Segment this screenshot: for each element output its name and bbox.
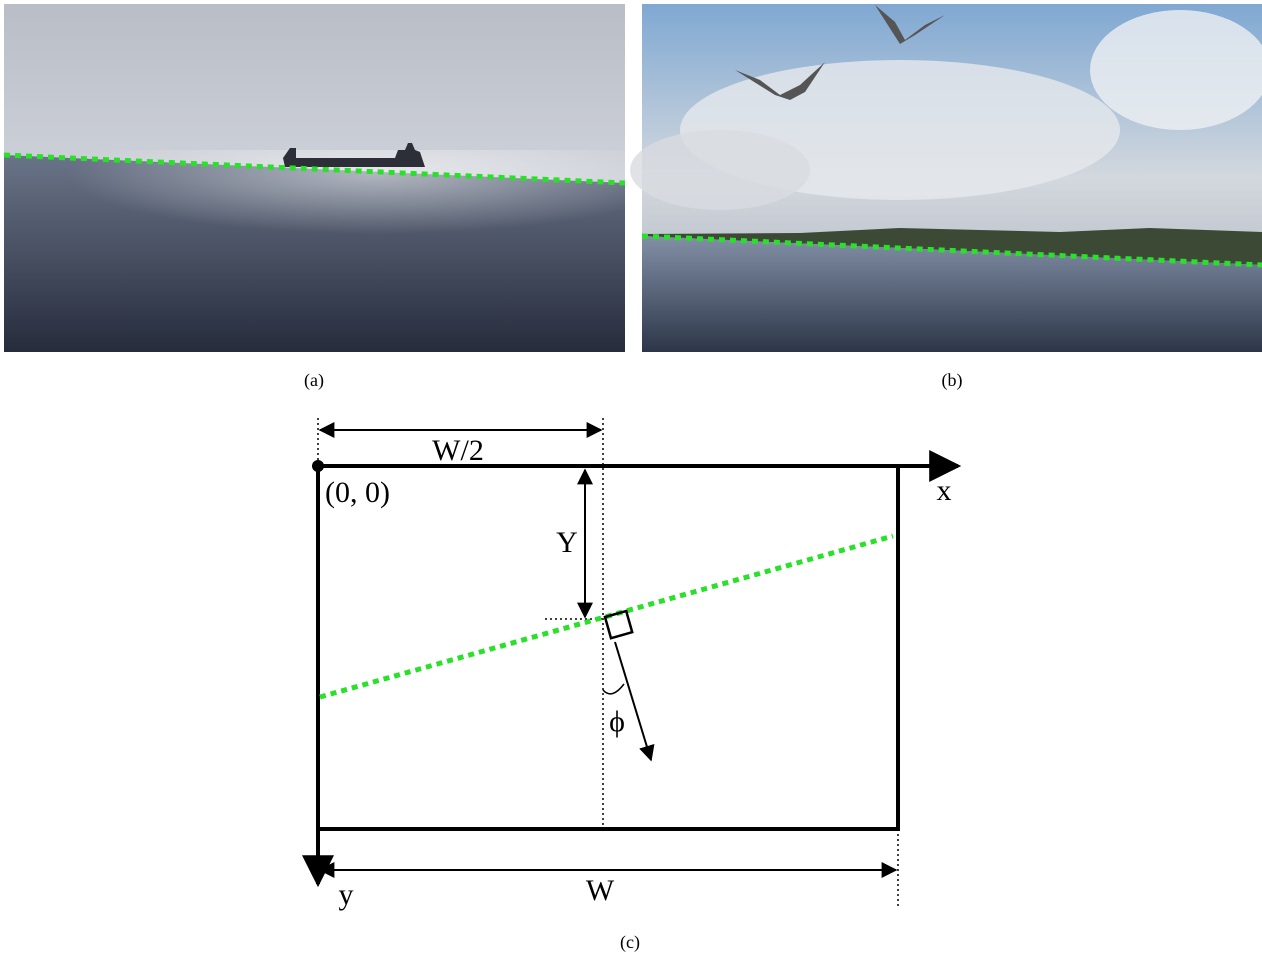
label: Y — [556, 526, 578, 559]
caption: (c) — [620, 932, 640, 953]
label: W/2 — [432, 434, 484, 467]
photo-b — [630, 4, 1262, 352]
label: (0, 0) — [325, 476, 390, 509]
label: ϕ — [609, 705, 625, 738]
caption: (b) — [942, 370, 963, 391]
diagram: W/2 (0, 0) x y Y ϕ W — [312, 418, 958, 911]
photo-a — [4, 4, 625, 352]
label: x — [937, 474, 952, 507]
figure: (a) (b) (c) W/2 (0, 0) x y Y ϕ W — [0, 0, 1262, 956]
label: y — [339, 878, 354, 911]
label: W — [586, 874, 615, 907]
caption: (a) — [304, 370, 324, 391]
